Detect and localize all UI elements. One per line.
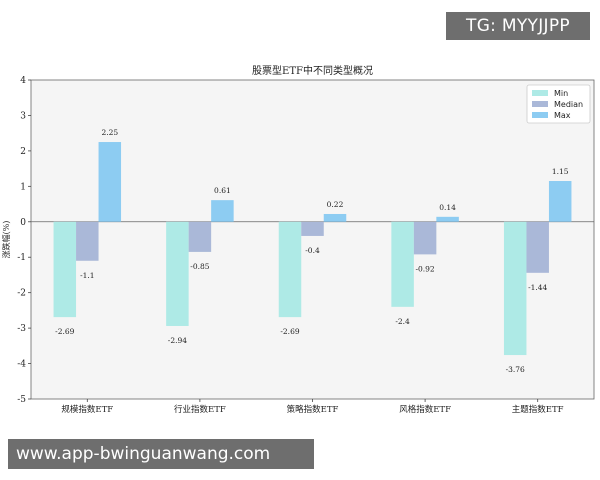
y-tick-label: -4 <box>17 360 26 370</box>
bar-median-2 <box>301 221 324 236</box>
y-tick-label: 2 <box>20 147 26 157</box>
bar-median-3 <box>413 221 437 255</box>
legend: Min Median Max <box>526 84 591 124</box>
bar-min-2 <box>278 221 302 318</box>
data-label: -0.92 <box>415 264 434 273</box>
y-axis-ticks: -5 -4 -3 -2 -1 0 1 2 3 4 <box>17 76 31 405</box>
bar-min-3 <box>391 221 414 307</box>
bar-min-1 <box>166 221 189 326</box>
data-label: -0.4 <box>305 246 320 255</box>
bar-max-3 <box>436 216 459 222</box>
legend-label-min: Min <box>554 89 568 98</box>
bar-max-0 <box>98 142 122 222</box>
bars: -2.69 -1.1 2.25 -2.94 -0.85 0.61 -2.69 -0.4 0.22… <box>53 128 572 374</box>
y-tick-label: -2 <box>17 289 26 299</box>
plot-area <box>30 79 595 400</box>
data-label: -2.94 <box>168 336 187 345</box>
data-label: 0.61 <box>214 186 231 195</box>
chart-title: 股票型ETF中不同类型概况 <box>252 64 373 77</box>
data-label: 2.25 <box>101 128 118 137</box>
x-axis-categories: 规模指数ETF 行业指数ETF 策略指数ETF 风格指数ETF 主题指数ETF <box>61 399 564 415</box>
data-label: 0.14 <box>439 203 456 212</box>
bar-max-4 <box>548 181 572 222</box>
x-category-label: 规模指数ETF <box>61 404 113 415</box>
telegram-badge: TG: MYYJJPP <box>446 12 590 40</box>
x-category-label: 策略指数ETF <box>287 404 339 415</box>
y-tick-label: 3 <box>20 111 26 121</box>
data-label: -2.69 <box>280 327 299 336</box>
legend-label-max: Max <box>554 111 571 120</box>
legend-swatch-max <box>532 112 548 118</box>
data-label: -0.85 <box>190 262 209 271</box>
x-category-label: 主题指数ETF <box>512 404 564 415</box>
bar-max-1 <box>211 200 234 222</box>
data-label: -3.76 <box>506 365 525 374</box>
website-watermark: www.app-bwinguanwang.com <box>8 439 314 469</box>
bar-median-0 <box>76 221 99 261</box>
data-label: 0.22 <box>327 200 344 209</box>
data-label: -2.69 <box>55 327 74 336</box>
legend-label-median: Median <box>554 100 583 109</box>
x-category-label: 风格指数ETF <box>399 404 451 415</box>
y-tick-label: 1 <box>20 182 26 192</box>
data-label: 1.15 <box>552 167 569 176</box>
data-label: -1.1 <box>80 271 94 280</box>
y-tick-label: 4 <box>20 76 26 86</box>
legend-swatch-min <box>532 90 548 96</box>
bar-max-2 <box>323 213 347 222</box>
y-axis-label: 涨跌幅(%) <box>1 221 11 259</box>
data-label: -2.4 <box>395 317 410 326</box>
bar-min-4 <box>503 221 527 356</box>
data-label: -1.44 <box>528 283 547 292</box>
y-tick-label: -3 <box>17 324 26 334</box>
bar-min-0 <box>53 221 77 318</box>
y-tick-label: -1 <box>17 253 26 263</box>
x-category-label: 行业指数ETF <box>174 404 226 415</box>
y-tick-label: 0 <box>20 218 26 228</box>
legend-swatch-median <box>532 101 548 107</box>
bar-median-4 <box>526 221 549 273</box>
y-tick-label: -5 <box>17 395 26 405</box>
bar-median-1 <box>188 221 212 252</box>
